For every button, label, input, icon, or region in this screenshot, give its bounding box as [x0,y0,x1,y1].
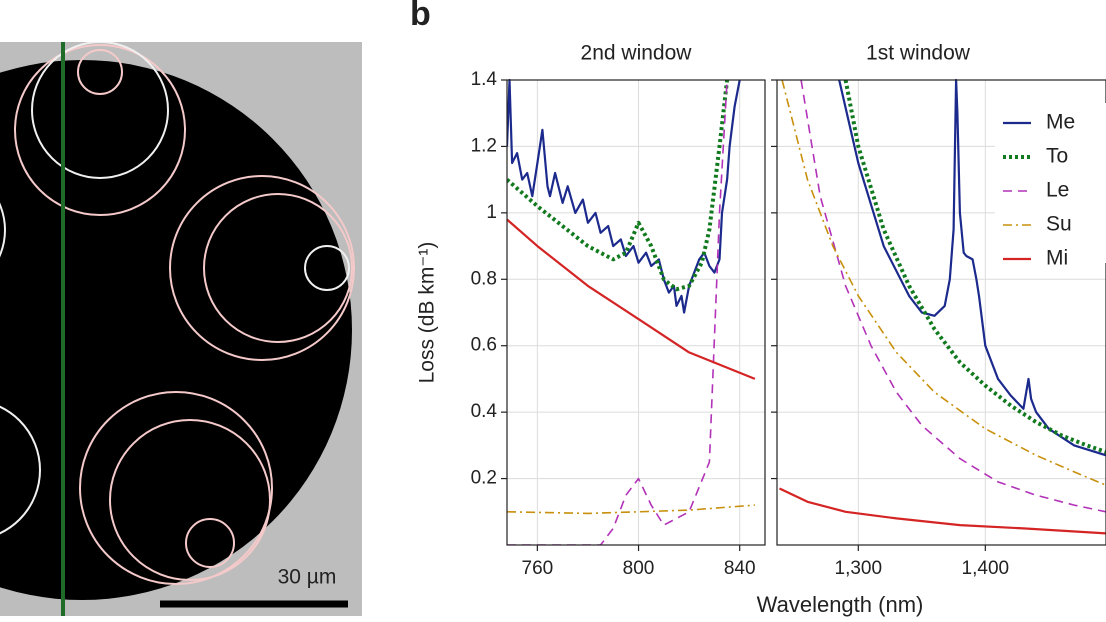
capillary [304,245,350,291]
capillaries [0,42,355,585]
x-tick-label: 1,400 [962,558,1010,579]
plot-frame [776,79,1106,546]
data-line [507,79,730,292]
panel-title: 2nd window [581,42,693,65]
capillary [79,391,273,585]
series-group [779,78,1106,535]
legend-label: Su [1046,213,1072,236]
y-tick-label: 0.4 [471,401,498,422]
capillary [31,42,169,179]
panel-title: 1st window [866,42,971,65]
x-tick-label: 1,300 [835,558,883,579]
x-axis-label: Wavelength (nm) [757,592,924,617]
data-line [781,79,1106,486]
capillary [77,49,123,95]
data-line [507,78,741,314]
data-line [507,79,728,545]
legend-label: Le [1046,179,1069,202]
plot-panel: 0.2 0.4 0.6 0.8 1 1.2 1.4 760 800 840 2nd window Lo… [416,42,766,579]
capillary [185,518,235,568]
capillary [109,419,271,581]
capillary [14,44,186,216]
capillary [0,405,41,535]
capillary [169,175,355,361]
data-line [507,504,755,515]
x-tick-label: 800 [623,558,655,579]
capillary [0,202,6,258]
y-tick-label: 1.4 [471,69,498,90]
y-tick-label: 0.8 [471,268,497,289]
data-line [507,218,756,380]
data-line [779,487,1106,535]
series-group [507,78,756,545]
capillary [203,193,353,343]
y-axis-label: Loss (dB km⁻¹) [416,242,439,384]
micrograph: 30 µm [0,42,362,616]
x-tick-label: 840 [724,558,756,579]
legend-label: To [1046,145,1068,168]
plot-frame [506,79,766,546]
x-tick-label: 760 [522,558,554,579]
y-tick-label: 1 [486,202,497,223]
legend-background [995,103,1106,263]
plot-panel: 1,300 1,400 1st window Me To Le Su Mi [771,42,1106,579]
panel-label: b [410,0,431,33]
legend-label: Me [1046,111,1075,134]
scale-bar-label: 30 µm [278,566,337,589]
y-tick-label: 0.2 [471,468,497,489]
plot-area [507,80,765,545]
data-line [843,79,1106,454]
y-tick-label: 1.2 [471,135,497,156]
y-tick-label: 0.6 [471,335,497,356]
legend-label: Mi [1046,247,1068,270]
